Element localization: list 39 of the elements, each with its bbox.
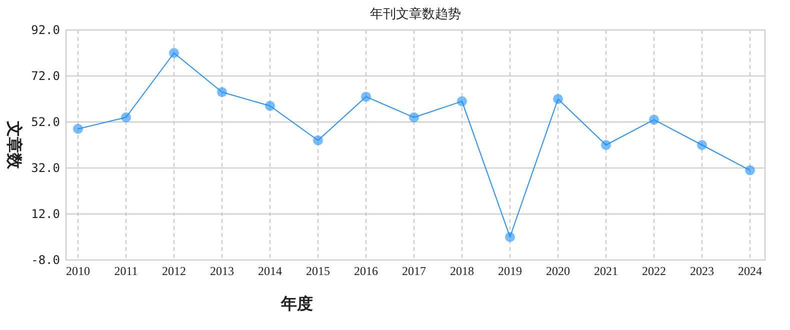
point [601,140,611,150]
x-tick-label: 2023 [690,264,714,278]
x-axis-title: 年度 [280,294,313,313]
point [121,112,131,122]
x-tick-label: 2024 [738,264,762,278]
point [409,112,419,122]
point [745,165,755,176]
x-tick-label: 2021 [594,264,618,278]
x-tick-label: 2013 [210,264,234,278]
chart-title: 年刊文章数趋势 [370,6,461,21]
y-tick-label: -8.0 [31,253,60,267]
point [265,100,275,111]
y-tick-label: 32.0 [31,161,60,175]
x-tick-label: 2010 [66,264,90,278]
point [169,48,179,58]
x-tick-label: 2015 [306,264,330,278]
x-tick-label: 2011 [114,264,138,278]
x-tick-label: 2012 [162,264,186,278]
point [697,140,707,150]
y-tick-label: 72.0 [31,69,60,83]
x-tick-label: 2018 [450,264,474,278]
point [553,94,563,104]
point [361,92,371,102]
point [73,124,83,134]
y-tick-label: 92.0 [31,23,60,37]
x-tick-label: 2017 [402,264,426,278]
y-tick-label: 12.0 [31,207,60,221]
x-tick-label: 2014 [258,264,282,278]
y-axis-title: 文章数 [5,120,23,170]
y-tick-label: 52.0 [31,115,60,129]
point [313,135,323,146]
x-tick-label: 2016 [354,264,378,278]
x-tick-label: 2020 [546,264,570,278]
point [649,114,659,125]
point [457,96,467,106]
point [217,87,227,98]
point [505,232,515,242]
x-tick-label: 2022 [642,264,666,278]
x-tick-label: 2019 [498,264,522,278]
